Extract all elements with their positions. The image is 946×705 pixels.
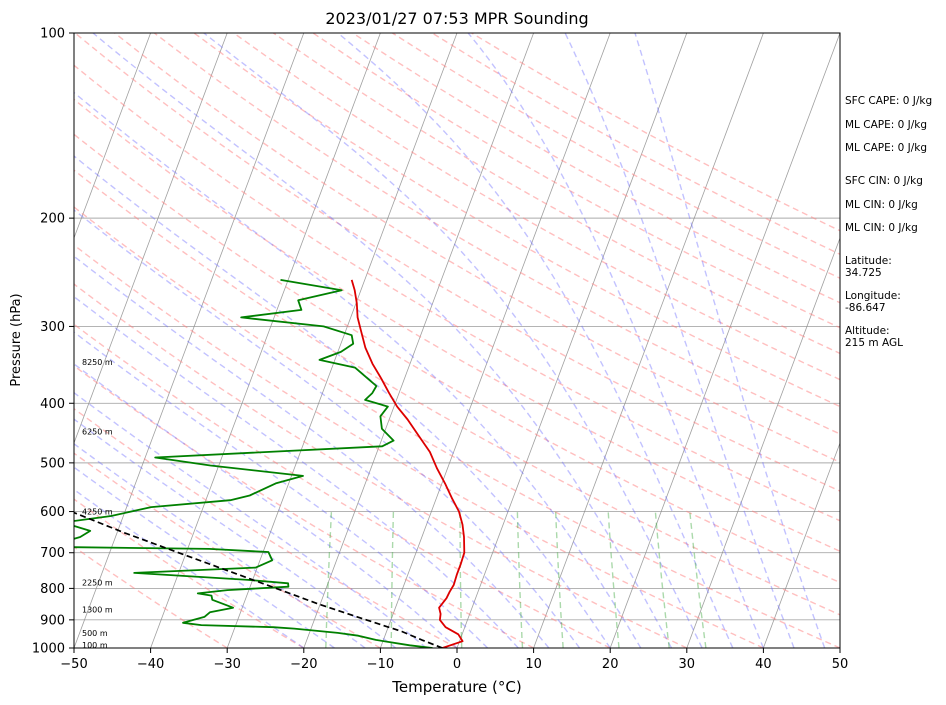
y-axis-label: Pressure (hPa) <box>9 293 24 386</box>
parcel-path-line <box>74 511 443 648</box>
stat-sfc-cape: SFC CAPE: 0 J/kg <box>845 95 932 107</box>
moist-adiabat <box>74 209 581 648</box>
x-tick-label: −10 <box>367 657 394 672</box>
stat-ml-cape-1: ML CAPE: 0 J/kg <box>845 119 927 131</box>
isotherm-line <box>380 33 611 648</box>
dry-adiabat <box>74 323 611 648</box>
dewpoint-line <box>74 279 433 648</box>
moist-adiabat <box>92 33 673 648</box>
x-tick-label: 0 <box>453 657 461 672</box>
dry-adiabat <box>74 452 381 648</box>
temperature-line <box>350 279 466 648</box>
chart-title: 2023/01/27 07:53 MPR Sounding <box>325 9 588 28</box>
isotherm-line <box>150 33 381 648</box>
moist-adiabat <box>634 33 826 648</box>
dry-adiabat <box>74 283 688 648</box>
y-tick-label: 500 <box>40 456 65 471</box>
x-tick-label: −30 <box>213 657 240 672</box>
altitude-value: 215 m AGL <box>845 337 903 349</box>
latitude-value: 34.725 <box>845 267 882 279</box>
isotherm-line <box>226 33 458 648</box>
moist-adiabat <box>74 155 611 648</box>
dry-adiabat <box>114 33 840 463</box>
x-tick-label: 40 <box>755 657 772 672</box>
moist-adiabat <box>337 33 734 648</box>
dry-adiabat <box>352 33 840 304</box>
height-label: 100 m <box>82 641 108 650</box>
y-tick-label: 1000 <box>32 642 65 657</box>
y-tick-label: 900 <box>40 613 65 628</box>
moist-adiabat <box>74 418 397 648</box>
background-lines <box>74 33 840 648</box>
dry-adiabat <box>392 33 840 279</box>
isotherm-line <box>303 33 534 648</box>
latitude-label: Latitude: <box>845 255 892 267</box>
stat-ml-cape-2: ML CAPE: 0 J/kg <box>845 142 927 154</box>
isotherm-line <box>74 33 151 240</box>
y-tick-label: 400 <box>40 397 65 412</box>
x-tick-label: −20 <box>290 657 317 672</box>
height-label: 8250 m <box>82 358 113 367</box>
y-tick-label: 200 <box>40 212 65 227</box>
dry-adiabat <box>273 33 840 355</box>
isotherm-line <box>74 33 305 648</box>
dry-adiabat <box>74 206 840 648</box>
moist-adiabat <box>74 391 427 648</box>
stat-ml-cin-2: ML CIN: 0 J/kg <box>845 222 918 234</box>
dry-adiabat <box>74 545 228 648</box>
x-tick-label: −50 <box>60 657 87 672</box>
y-tick-label: 700 <box>40 546 65 561</box>
y-tick-label: 600 <box>40 505 65 520</box>
x-tick-label: 20 <box>602 657 619 672</box>
dry-adiabat <box>74 133 840 584</box>
dry-adiabat <box>74 407 458 648</box>
moist-adiabat <box>74 91 642 648</box>
moist-adiabat <box>203 33 703 648</box>
mixing-ratio-line <box>689 511 707 648</box>
plot-area <box>74 33 840 648</box>
x-tick-label: −40 <box>137 657 164 672</box>
moist-adiabat <box>74 466 335 648</box>
longitude-value: -86.647 <box>845 302 886 314</box>
stat-ml-cin-1: ML CIN: 0 J/kg <box>845 199 918 211</box>
height-labels: 100 m 500 m 1300 m 2250 m 4250 m 6250 m 8250 m <box>82 358 113 650</box>
dry-adiabat <box>153 33 840 435</box>
dry-adiabat <box>74 33 840 492</box>
altitude-label: Altitude: <box>845 325 890 337</box>
height-label: 1300 m <box>82 605 113 614</box>
y-tick-label: 300 <box>40 320 65 335</box>
y-tick-label: 800 <box>40 582 65 597</box>
height-label: 4250 m <box>82 508 113 517</box>
isotherm-line <box>686 236 840 648</box>
longitude-label: Longitude: <box>845 290 901 302</box>
moist-adiabat <box>564 33 795 648</box>
x-tick-label: 30 <box>679 657 696 672</box>
height-label: 500 m <box>82 629 108 638</box>
moist-adiabat <box>467 33 765 648</box>
axis-ticks: −50 −40 −30 −20 −10 0 10 20 30 40 50 100 200 300 400 50… <box>32 27 848 673</box>
dry-adiabat <box>74 365 534 648</box>
dry-adiabat <box>74 98 840 553</box>
isotherm-line <box>609 33 840 648</box>
isotherm-line <box>533 33 764 648</box>
stat-sfc-cin: SFC CIN: 0 J/kg <box>845 175 923 187</box>
x-tick-label: 50 <box>832 657 849 672</box>
dry-adiabat <box>233 33 840 381</box>
moist-adiabat <box>74 255 550 648</box>
x-tick-label: 10 <box>525 657 542 672</box>
isotherm-line <box>74 33 228 445</box>
isotherm-line <box>456 33 688 648</box>
moist-adiabat <box>74 295 519 648</box>
y-tick-label: 100 <box>40 27 65 42</box>
isotherm-line <box>763 441 840 648</box>
dry-adiabat <box>74 498 305 648</box>
x-axis-label: Temperature (°C) <box>391 678 521 696</box>
stats-panel: SFC CAPE: 0 J/kg ML CAPE: 0 J/kg ML CAPE… <box>845 95 932 349</box>
height-label: 6250 m <box>82 428 113 437</box>
moist-adiabat <box>74 363 458 648</box>
height-label: 2250 m <box>82 578 113 587</box>
data-lines <box>74 279 466 648</box>
moist-adiabat <box>74 442 366 648</box>
